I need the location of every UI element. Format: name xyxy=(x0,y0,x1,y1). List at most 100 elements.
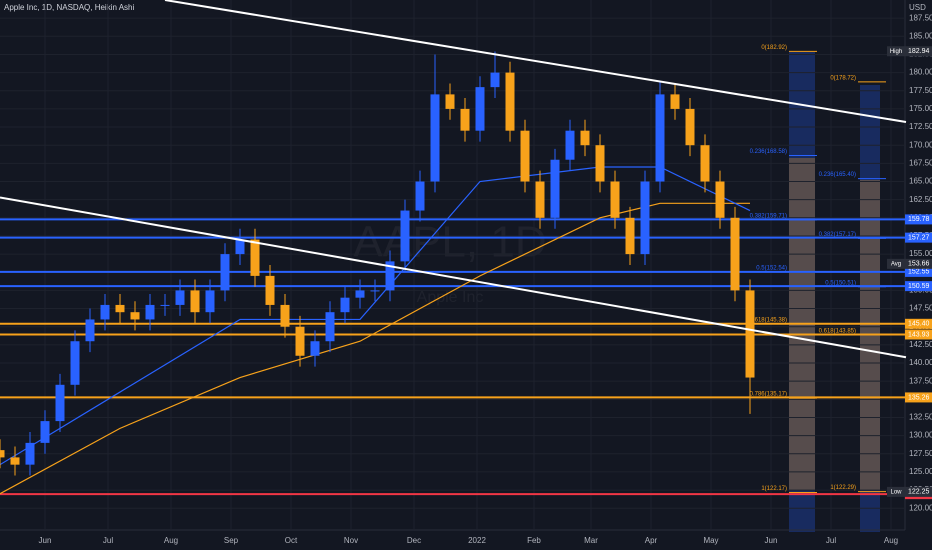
fib-label: 0.382(159.71) xyxy=(750,213,787,219)
candle-body xyxy=(415,181,425,211)
candle-body xyxy=(10,457,20,465)
price-tag-label: 157.27 xyxy=(908,234,930,241)
y-tick-label: 162.50 xyxy=(909,195,932,204)
candle-body xyxy=(115,304,125,313)
tag-box xyxy=(887,258,905,269)
y-tick-label: 132.50 xyxy=(909,413,932,422)
x-tick-label: Sep xyxy=(224,536,239,545)
candle-body xyxy=(550,159,560,218)
candle-body xyxy=(220,254,230,291)
candle-body xyxy=(685,108,695,146)
price-tag xyxy=(905,329,932,340)
price-tag-label: 135.26 xyxy=(908,394,930,401)
fib-label: 0.786(135.17) xyxy=(750,392,787,398)
price-tag xyxy=(905,392,932,403)
y-tick-label: 130.00 xyxy=(909,431,932,440)
x-tick-label: Nov xyxy=(344,536,358,545)
price-tag-label: 153.66 xyxy=(908,261,930,268)
x-tick-label: Jul xyxy=(826,536,836,545)
candle-body xyxy=(40,421,50,443)
x-tick-label: Aug xyxy=(884,536,898,545)
x-tick-label: Jun xyxy=(765,536,778,545)
y-tick-label: 180.00 xyxy=(909,68,932,77)
price-tag-label: 182.94 xyxy=(908,48,930,55)
candle-body xyxy=(625,217,635,255)
trendline xyxy=(0,196,907,359)
tag-box xyxy=(887,486,905,497)
fib-label: 0.618(143.85) xyxy=(819,329,856,335)
y-tick-label: 187.50 xyxy=(909,13,932,22)
x-tick-label: Jul xyxy=(103,536,113,545)
candle-body xyxy=(235,239,245,255)
candle-body xyxy=(490,72,500,88)
currency: USD xyxy=(909,3,926,12)
price-tag xyxy=(905,46,932,57)
x-tick-label: Apr xyxy=(645,536,658,545)
candle-body xyxy=(385,261,395,291)
fib-label: 0.618(145.38) xyxy=(750,318,787,324)
candle-body xyxy=(145,304,155,320)
tag-label: High xyxy=(890,49,902,55)
x-tick-label: Oct xyxy=(285,536,298,545)
y-tick-label: 155.00 xyxy=(909,249,932,258)
candle-body xyxy=(595,145,605,182)
price-tag-label: 143.93 xyxy=(908,331,930,338)
y-tick-label: 172.50 xyxy=(909,122,932,131)
candle-body xyxy=(580,130,590,146)
candle-body xyxy=(85,319,95,342)
y-tick-label: 165.00 xyxy=(909,177,932,186)
y-tick-label: 167.50 xyxy=(909,158,932,167)
price-tag xyxy=(905,486,932,497)
moving-average xyxy=(0,202,750,495)
fib-label: 0.236(165.40) xyxy=(819,172,856,178)
y-tick-label: 175.00 xyxy=(909,104,932,113)
y-tick-label: 177.50 xyxy=(909,86,932,95)
price-tag xyxy=(905,281,932,292)
price-tag-label: 150.59 xyxy=(908,283,930,290)
candle-body xyxy=(610,181,620,218)
candle-body xyxy=(160,304,170,306)
price-tag xyxy=(905,266,932,277)
candle-body xyxy=(445,94,455,109)
y-tick-label: 125.00 xyxy=(909,467,932,476)
fib-label: 0.5(152.54) xyxy=(756,266,787,272)
fib-box-blue xyxy=(789,52,815,532)
candle-body xyxy=(0,450,5,458)
candle-body xyxy=(100,304,110,320)
x-tick-label: Dec xyxy=(407,536,421,545)
candle-body xyxy=(265,275,275,305)
price-tag xyxy=(905,258,932,269)
fib-label: 0.382(157.17) xyxy=(819,232,856,238)
y-tick-label: 137.50 xyxy=(909,376,932,385)
candle-body xyxy=(700,145,710,182)
fib-label: 0(182.92) xyxy=(761,45,787,51)
candle-body xyxy=(745,290,755,378)
candle-body xyxy=(505,72,515,131)
candle-body xyxy=(340,297,350,313)
candle-body xyxy=(190,290,200,313)
candle-body xyxy=(175,290,185,305)
trendline xyxy=(164,0,907,123)
candle-body xyxy=(280,304,290,327)
price-tag xyxy=(905,318,932,329)
candle-body xyxy=(655,94,665,182)
fib-label: 0.5(150.51) xyxy=(825,280,856,286)
candle-body xyxy=(310,341,320,356)
tag-label: Low xyxy=(890,489,902,495)
x-tick-label: Feb xyxy=(527,536,541,545)
candle-body xyxy=(250,239,260,276)
candle-body xyxy=(475,87,485,131)
y-tick-label: 120.00 xyxy=(909,503,932,512)
price-tag-label: 152.55 xyxy=(908,269,930,276)
candle-body xyxy=(295,326,305,356)
candle-body xyxy=(715,181,725,218)
x-tick-label: Aug xyxy=(164,536,178,545)
x-tick-label: May xyxy=(703,536,718,545)
x-tick-label: Mar xyxy=(584,536,598,545)
fib-label: 1(122.17) xyxy=(761,486,787,492)
candle-body xyxy=(70,341,80,385)
chart-title: Apple Inc, 1D, NASDAQ, Heikin Ashi xyxy=(4,3,135,12)
price-tag xyxy=(905,214,932,225)
